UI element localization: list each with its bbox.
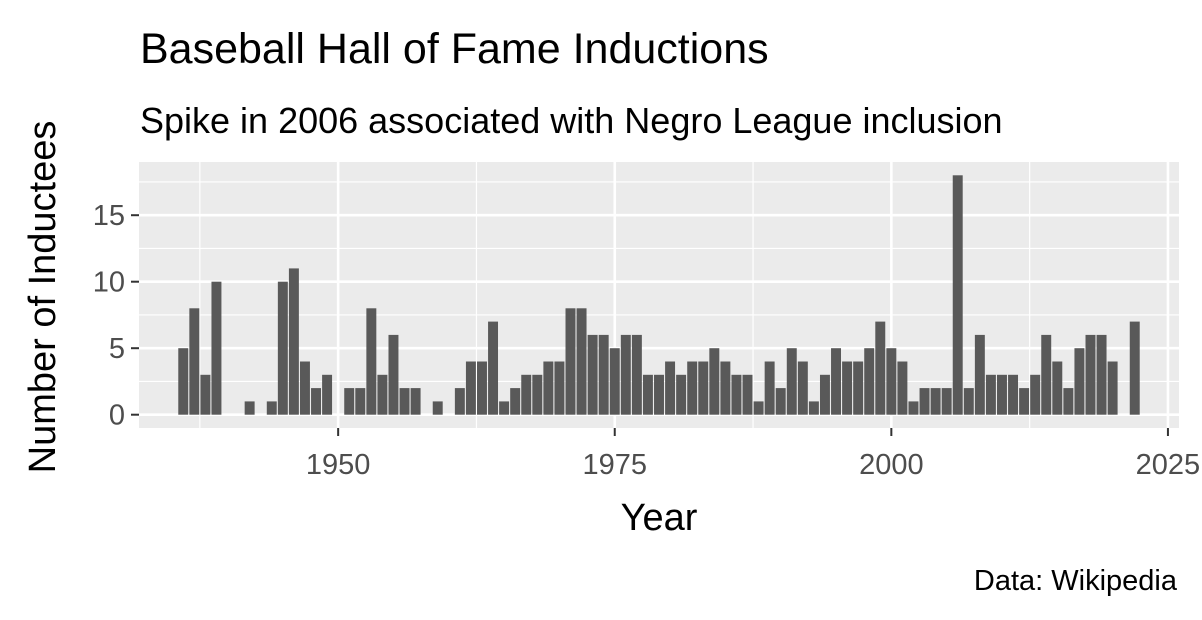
bar (432, 401, 443, 415)
bar (908, 401, 919, 415)
bar (322, 374, 333, 415)
x-tick-label: 1975 (582, 449, 647, 481)
bar (609, 348, 620, 415)
bar (775, 388, 786, 415)
bar (930, 388, 941, 415)
bar (853, 361, 864, 415)
bar (554, 361, 565, 415)
y-tick-label: 0 (109, 400, 125, 432)
bar (654, 374, 664, 415)
bar (731, 374, 742, 415)
bar (510, 388, 521, 415)
x-tick-label: 2025 (1136, 449, 1201, 481)
y-tick-label: 15 (93, 200, 125, 232)
bar (311, 388, 321, 415)
bar (974, 334, 985, 415)
bar (919, 388, 930, 415)
bar (676, 374, 687, 415)
bar (399, 388, 410, 415)
bar (211, 281, 222, 415)
bar (266, 401, 277, 415)
bar (543, 361, 554, 415)
bar (720, 361, 731, 415)
bar (178, 348, 189, 415)
bar (642, 374, 653, 415)
bar (952, 175, 963, 415)
bar (753, 401, 764, 415)
bar (1019, 388, 1030, 415)
bar (1052, 361, 1063, 415)
bar (1030, 374, 1041, 415)
bar (377, 374, 388, 415)
bar (277, 281, 288, 415)
bar (985, 374, 996, 415)
bar (764, 361, 775, 415)
x-tick-label: 1950 (306, 449, 371, 481)
x-axis-title: Year (621, 497, 698, 539)
chart-title: Baseball Hall of Fame Inductions (140, 25, 769, 73)
bar (997, 374, 1007, 415)
bar (1107, 361, 1118, 415)
bar (1129, 321, 1140, 415)
chart-caption: Data: Wikipedia (974, 565, 1178, 597)
bar (410, 388, 421, 415)
bar (797, 361, 808, 415)
bar (842, 361, 853, 415)
bar (454, 388, 465, 415)
bar (709, 348, 720, 415)
bar (819, 374, 830, 415)
bar (875, 321, 886, 415)
bar (808, 401, 819, 415)
bar (355, 388, 366, 415)
bar (1008, 374, 1019, 415)
bar (388, 334, 399, 415)
y-axis-title: Number of Inductees (22, 121, 64, 474)
y-tick-label: 10 (93, 267, 125, 299)
bar (366, 308, 377, 415)
bars (178, 175, 1140, 415)
bar (897, 361, 908, 415)
x-tick-label: 2000 (859, 449, 924, 481)
axes: 0 5 10 15 1950 1975 2000 2025 (93, 200, 1200, 481)
bar (1096, 334, 1107, 415)
bar (532, 374, 543, 415)
bar (963, 388, 974, 415)
bar (742, 374, 753, 415)
bar (521, 374, 532, 415)
bar (687, 361, 698, 415)
bar (299, 361, 310, 415)
bar (620, 334, 631, 415)
bar (941, 388, 952, 415)
bar (1074, 348, 1085, 415)
bar (1041, 334, 1052, 415)
bar (886, 348, 897, 415)
bar (200, 374, 211, 415)
bar (565, 308, 576, 415)
bar (244, 401, 255, 415)
chart-subtitle: Spike in 2006 associated with Negro Leag… (140, 100, 1003, 141)
bar (576, 308, 587, 415)
bar (831, 348, 841, 415)
bar (189, 308, 200, 415)
bar (465, 361, 476, 415)
bar (1085, 334, 1096, 415)
bar (587, 334, 598, 415)
bar (499, 401, 510, 415)
y-tick-label: 5 (109, 333, 125, 365)
bar (288, 268, 299, 415)
bar (698, 361, 709, 415)
bar (665, 361, 676, 415)
bar (477, 361, 487, 415)
bar (786, 348, 797, 415)
bar (598, 334, 609, 415)
bar (488, 321, 499, 415)
bar (344, 388, 355, 415)
bar (1063, 388, 1074, 415)
bar (631, 334, 642, 415)
bar (864, 348, 875, 415)
